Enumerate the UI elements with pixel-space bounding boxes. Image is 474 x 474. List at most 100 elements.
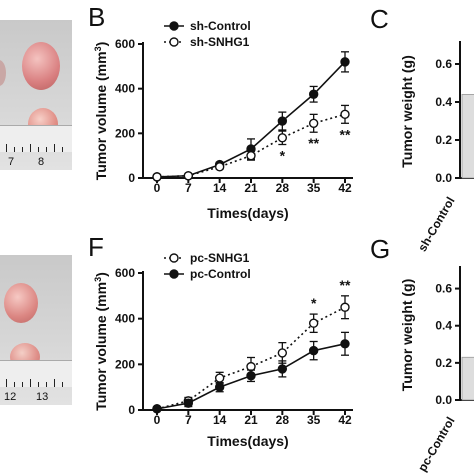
legend-label: pc-Control [190,267,251,281]
data-point-sh-SNHG1 [214,162,225,172]
x-tick-label: 14 [213,413,227,427]
y-tick-label: 0.0 [435,393,452,407]
y-tick-label: 0.2 [435,356,452,370]
significance-marker: * [311,295,317,311]
x-tick-label: 0 [154,413,161,427]
ruler-tick [14,147,15,152]
data-point-sh-Control [277,116,288,126]
legend-marker [169,21,179,31]
x-category-label: sh-Control [415,195,457,255]
legend-label: pc-SNHG1 [190,251,250,265]
y-tick-label: 0 [128,403,135,417]
y-tick-label: 200 [115,126,135,140]
significance-marker: * [280,148,286,164]
y-tick-label: 0 [128,171,135,185]
data-point-sh-Control [308,89,319,99]
x-axis-label: Times(days) [207,205,288,221]
data-point-sh-SNHG1 [340,109,350,120]
y-tick-label: 0.6 [435,57,452,71]
ruler-tick [30,144,31,152]
data-point-sh-SNHG1 [152,172,162,182]
x-tick-label: 28 [276,413,290,427]
data-point-pc-SNHG1 [277,348,288,358]
tumor-image [0,60,6,86]
data-point-pc-Control [183,398,194,408]
x-tick-label: 28 [276,181,290,195]
significance-marker: ** [340,126,351,142]
data-point-sh-SNHG1 [246,150,256,161]
y-tick-label: 0.4 [435,95,452,109]
x-tick-label: 35 [307,181,321,195]
ruler-tick [62,382,63,387]
x-tick-label: 35 [307,413,321,427]
bar-sh-Control [461,94,474,179]
data-point-sh-SNHG1 [183,171,194,181]
legend-label: sh-SNHG1 [190,35,250,49]
x-tick-label: 7 [185,181,192,195]
y-tick-label: 0.2 [435,133,452,147]
data-point-pc-Control [308,345,319,356]
legend-label: sh-Control [190,19,251,33]
bar-pc-Control [461,356,474,401]
ruler-tick [6,144,7,152]
ruler-tick [46,382,47,387]
x-tick-label: 7 [185,413,192,427]
legend-marker [169,253,179,263]
panel-letter-g: G [370,234,391,264]
x-tick-label: 21 [244,413,258,427]
data-point-pc-SNHG1 [340,302,350,312]
y-tick-label: 600 [115,37,135,51]
ruler-number: 8 [38,156,45,168]
data-point-pc-Control [214,382,225,392]
x-tick-label: 42 [338,181,352,195]
significance-marker: ** [340,277,351,293]
ruler-tick [54,144,55,152]
legend-marker [169,37,179,47]
ruler-tick [38,147,39,152]
data-point-sh-SNHG1 [308,118,319,128]
data-point-pc-SNHG1 [308,318,319,328]
tumor-photo-bottom: 12 13 [0,255,72,405]
tumor-image [22,42,60,90]
data-point-pc-Control [340,339,350,349]
ruler-tick [62,147,63,152]
ruler-number: 13 [36,391,49,403]
y-tick-label: 0.0 [435,171,452,185]
panel-letter-b: B [88,2,106,32]
data-point-pc-Control [277,364,288,374]
y-axis-label: Tumor weight (g) [399,279,415,392]
x-tick-label: 0 [154,181,161,195]
x-axis-label: Times(days) [207,433,288,449]
ruler-tick [6,379,7,387]
ruler-tick [38,382,39,387]
legend-marker [169,269,179,279]
y-tick-label: 200 [115,357,135,371]
ruler-tick [22,147,23,152]
data-point-pc-SNHG1 [214,373,225,383]
data-point-sh-SNHG1 [277,133,288,143]
ruler-tick [46,147,47,152]
ruler [0,125,72,152]
tumor-photo-top: 7 8 [0,20,72,170]
y-tick-label: 400 [115,312,135,326]
panel-letter-f: F [88,232,104,262]
y-axis-label: Tumor weight (g) [399,55,415,168]
ruler-tick [22,382,23,387]
x-category-label: pc-Control [415,415,457,474]
ruler [0,360,72,387]
data-point-pc-Control [152,404,162,414]
x-tick-label: 21 [244,181,258,195]
significance-marker: ** [308,135,319,151]
ruler-number: 12 [4,391,17,403]
y-axis-label: Tumor volume (mm3) [93,272,109,411]
ruler-number: 7 [8,156,15,168]
panel-letter-c: C [370,4,389,34]
ruler-tick [30,379,31,387]
data-point-pc-Control [246,371,256,381]
y-tick-label: 600 [115,266,135,280]
y-tick-label: 0.6 [435,282,452,296]
x-tick-label: 42 [338,413,352,427]
y-tick-label: 0.4 [435,319,452,333]
x-tick-label: 14 [213,181,227,195]
